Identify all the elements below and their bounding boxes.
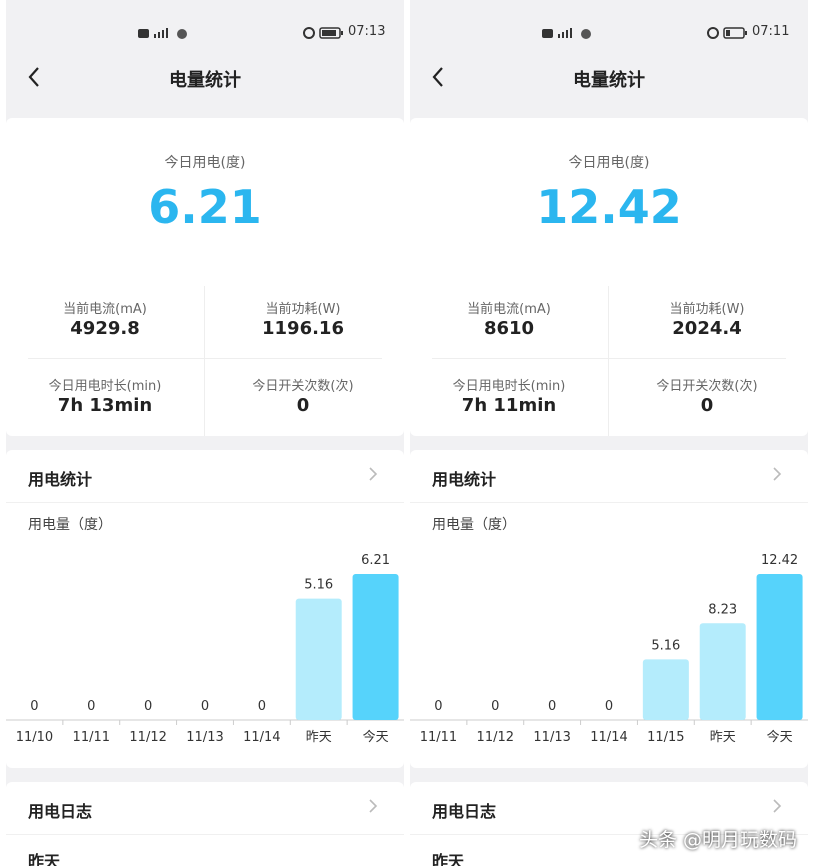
divider xyxy=(204,286,205,436)
x-tick-label: 11/13 xyxy=(533,730,570,745)
icons xyxy=(138,28,187,39)
status-time: 07:13 xyxy=(348,24,386,39)
data-label: 8.23 xyxy=(708,602,737,617)
data-label: 0 xyxy=(144,699,152,714)
data-label: 0 xyxy=(434,699,442,714)
stat-value: 7h 11min xyxy=(461,395,557,416)
data-label: 0 xyxy=(548,699,556,714)
chevron xyxy=(772,466,782,486)
log-card: 用电日志 昨天 xyxy=(6,782,404,866)
bar xyxy=(352,574,399,720)
data-label: 12.42 xyxy=(761,553,798,568)
x-tick-label: 11/10 xyxy=(16,730,53,745)
data-label: 6.21 xyxy=(361,553,390,568)
stat-value: 7h 13min xyxy=(57,395,153,416)
log-card: 用电日志 昨天 xyxy=(410,782,808,866)
icons xyxy=(707,27,747,39)
bar xyxy=(756,574,803,720)
bar xyxy=(642,659,689,720)
stat-label: 今日用电时长(min) xyxy=(452,379,566,394)
data-label: 0 xyxy=(87,699,95,714)
divider xyxy=(6,834,404,835)
status-right-icons xyxy=(706,25,750,39)
today-value: 6.21 xyxy=(148,180,262,234)
stat-label: 当前电流(mA) xyxy=(467,302,551,317)
section-title[interactable]: 用电统计 xyxy=(432,470,497,489)
x-tick-label: 11/14 xyxy=(590,730,627,745)
icons xyxy=(303,27,343,39)
today-value: 12.42 xyxy=(536,180,682,234)
chart-y-label: 用电量（度） xyxy=(28,517,112,533)
stat-label: 当前电流(mA) xyxy=(63,302,147,317)
bar-chart: 0 11/11 0 11/12 0 11/13 0 11/14 5.16 11/15 8.23 昨天 1… xyxy=(410,553,808,745)
stat-label: 当前功耗(W) xyxy=(265,302,341,317)
summary-card: 今日用电(度) 6.21 当前电流(mA) 4929.8 当前功耗(W) 1196.16 今… xyxy=(6,118,404,436)
back-button[interactable] xyxy=(428,64,448,90)
watermark: 头条 @明月玩数码 xyxy=(638,829,797,851)
bar xyxy=(295,598,342,720)
data-label: 5.16 xyxy=(651,638,680,653)
stat-value: 2024.4 xyxy=(672,318,742,339)
stat-label: 今日用电时长(min) xyxy=(48,379,162,394)
x-tick-label: 11/11 xyxy=(73,730,110,745)
status-icons xyxy=(542,25,598,39)
section-title[interactable]: 用电日志 xyxy=(432,802,497,821)
chart-y-label: 用电量（度） xyxy=(432,517,516,533)
phone-panel: 07:11 电量统计今日用电(度) 12.42 当前电流(mA) 8610 当前功耗(W)… xyxy=(410,0,808,866)
divider xyxy=(6,502,404,503)
stat-label: 今日开关次数(次) xyxy=(252,379,354,394)
x-tick-label: 11/14 xyxy=(243,730,280,745)
x-tick-label: 11/12 xyxy=(477,730,514,745)
stats-card: 用电统计用电量（度） 0 11/11 0 11/12 0 11/13 0 11/14 5.16 11… xyxy=(410,450,808,768)
stat-label: 当前功耗(W) xyxy=(669,302,745,317)
chevron xyxy=(368,798,378,818)
x-tick-label: 11/11 xyxy=(420,730,457,745)
data-label: 0 xyxy=(201,699,209,714)
page-title: 电量统计 xyxy=(573,70,645,91)
chevron xyxy=(368,466,378,486)
x-tick-label: 昨天 xyxy=(306,730,332,745)
today-label: 今日用电(度) xyxy=(568,155,650,171)
status-icons xyxy=(138,25,194,39)
chevron xyxy=(772,798,782,818)
data-label: 5.16 xyxy=(304,578,333,593)
stat-label: 今日开关次数(次) xyxy=(656,379,758,394)
x-tick-label: 今天 xyxy=(363,729,389,745)
data-label: 0 xyxy=(30,699,38,714)
bar-chart: 0 11/10 0 11/11 0 11/12 0 11/13 0 11/14 5.16 昨天 6.21… xyxy=(6,553,404,745)
stat-value: 0 xyxy=(296,395,310,416)
x-tick-label: 11/15 xyxy=(647,730,684,745)
status-right-icons xyxy=(302,25,346,39)
phone-panel: 07:13 电量统计今日用电(度) 6.21 当前电流(mA) 4929.8 当前功耗(W… xyxy=(6,0,404,866)
divider xyxy=(432,358,786,359)
data-label: 0 xyxy=(491,699,499,714)
divider xyxy=(410,502,808,503)
stats-card: 用电统计用电量（度） 0 11/10 0 11/11 0 11/12 0 11/13 0 11/14… xyxy=(6,450,404,768)
x-tick-label: 11/12 xyxy=(129,730,166,745)
log-item: 昨天 xyxy=(432,852,465,866)
divider xyxy=(608,286,609,436)
summary-card: 今日用电(度) 12.42 当前电流(mA) 8610 当前功耗(W) 2024.4 今日用… xyxy=(410,118,808,436)
icons xyxy=(542,28,591,39)
log-item: 昨天 xyxy=(28,852,61,866)
back-button[interactable] xyxy=(24,64,44,90)
section-title[interactable]: 用电日志 xyxy=(28,802,93,821)
status-time: 07:11 xyxy=(752,24,790,39)
section-title[interactable]: 用电统计 xyxy=(28,470,93,489)
divider xyxy=(410,834,808,835)
stat-value: 4929.8 xyxy=(70,318,140,339)
data-label: 0 xyxy=(258,699,266,714)
x-tick-label: 昨天 xyxy=(710,730,736,745)
page-title: 电量统计 xyxy=(169,70,241,91)
divider xyxy=(28,358,382,359)
x-tick-label: 11/13 xyxy=(186,730,223,745)
today-label: 今日用电(度) xyxy=(164,155,246,171)
bar xyxy=(699,623,746,720)
stat-value: 8610 xyxy=(483,318,535,339)
x-tick-label: 今天 xyxy=(767,729,793,745)
stat-value: 1196.16 xyxy=(262,318,344,339)
data-label: 0 xyxy=(605,699,613,714)
stat-value: 0 xyxy=(700,395,714,416)
